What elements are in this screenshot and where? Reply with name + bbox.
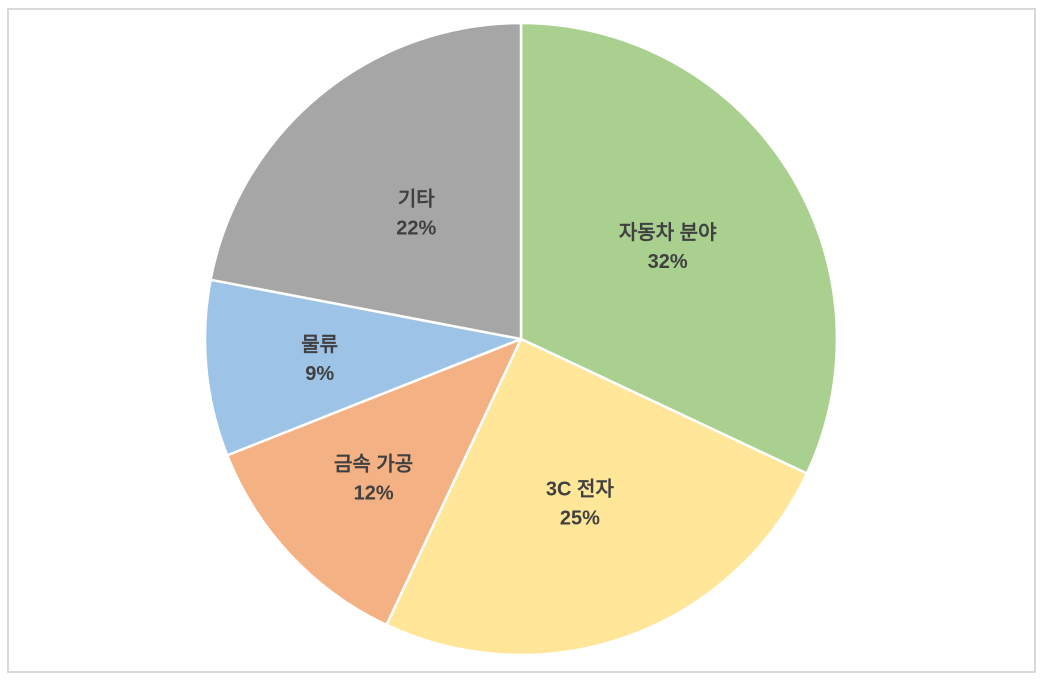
slice-label-name: 기타	[398, 187, 435, 210]
slice-label-percent: 9%	[305, 363, 334, 385]
slice-label-1: 3C 전자 25%	[546, 478, 615, 530]
slice-label-percent: 22%	[396, 217, 436, 239]
slice-label-2: 금속 가공 12%	[334, 452, 413, 504]
slice-label-name: 자동차 분야	[619, 221, 717, 244]
pie-slice-3[interactable]	[203, 278, 523, 457]
slice-label-percent: 12%	[354, 482, 394, 504]
slice-label-name: 물류	[301, 333, 338, 356]
pie-slice-2[interactable]	[225, 337, 523, 627]
pie-slice-0[interactable]	[519, 21, 839, 475]
pie-slice-1[interactable]	[385, 337, 809, 657]
slice-label-4: 기타 22%	[396, 187, 436, 239]
slice-label-0: 자동차 분야 32%	[619, 221, 717, 273]
slice-label-percent: 32%	[648, 251, 688, 273]
slice-label-3: 물류 9%	[301, 333, 338, 385]
pie-slice-4[interactable]	[209, 21, 523, 341]
slice-label-name: 금속 가공	[334, 452, 413, 475]
slice-label-percent: 25%	[560, 508, 600, 530]
slice-label-name: 3C 전자	[546, 478, 615, 501]
